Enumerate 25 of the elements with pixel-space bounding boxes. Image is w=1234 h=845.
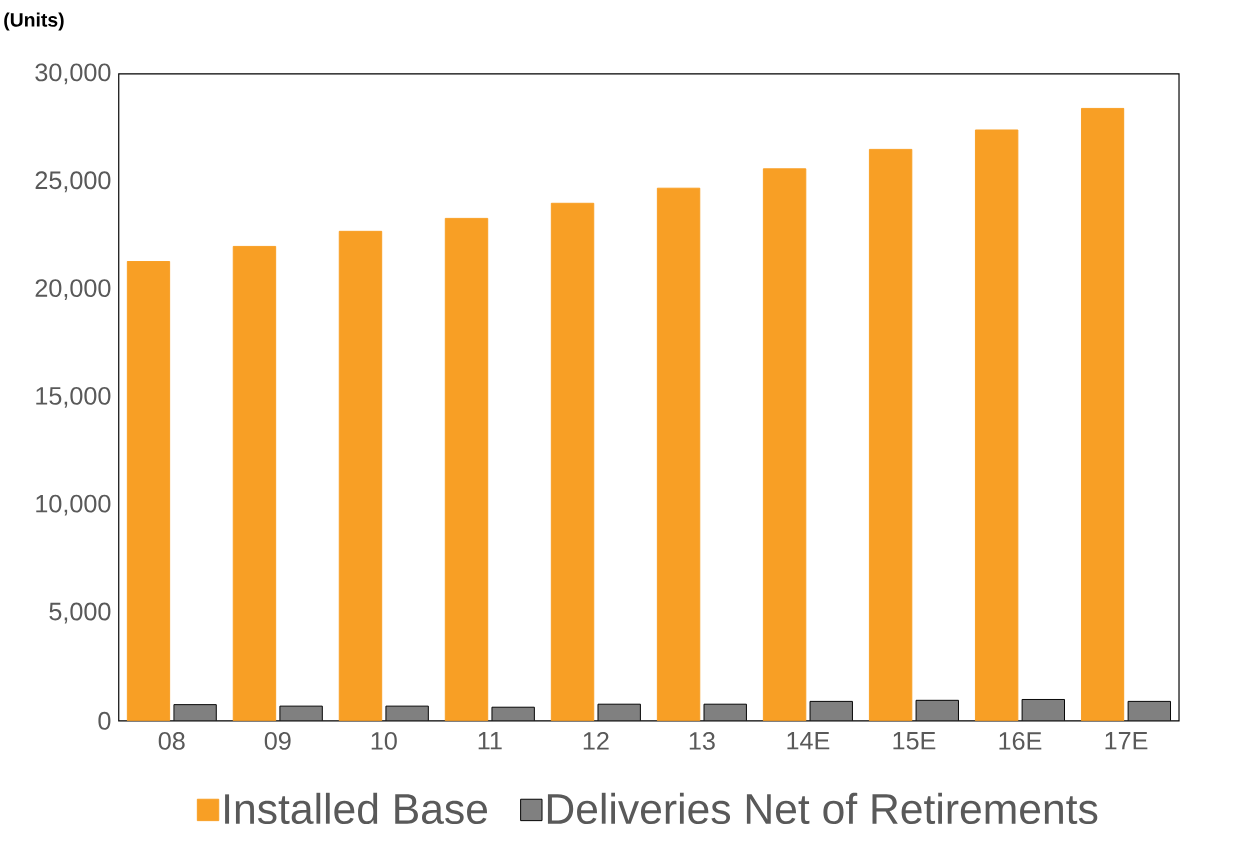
x-tick-label: 17E xyxy=(1105,731,1148,750)
bar xyxy=(173,703,217,721)
y-tick-label: 25,000 xyxy=(35,171,111,192)
y-tick-label: 0 xyxy=(98,711,111,730)
x-tick-label: 08 xyxy=(158,731,185,750)
legend-label: Installed Base xyxy=(225,792,488,824)
x-tick-label: 10 xyxy=(371,731,397,750)
x-tick-label: 14E xyxy=(787,731,830,750)
x-tick-label: 16E xyxy=(999,731,1042,750)
y-tick-label: 5,000 xyxy=(49,602,111,624)
legend-label: Deliveries Net of Retirements xyxy=(547,792,1098,824)
bar xyxy=(915,699,959,721)
x-tick-label: 13 xyxy=(689,731,715,750)
x-tick-label: 15E xyxy=(893,731,936,750)
bar xyxy=(809,700,853,721)
y-tick-label: 20,000 xyxy=(35,278,111,300)
y-axis-title: (Units) xyxy=(4,12,64,31)
x-tick-label: 12 xyxy=(583,731,609,750)
x-tick-label: 11 xyxy=(478,731,502,750)
x-tick-label: 09 xyxy=(264,731,291,750)
bar xyxy=(1127,700,1172,721)
bar xyxy=(1021,698,1065,721)
y-tick-label: 30,000 xyxy=(35,63,111,85)
y-tick-label: 10,000 xyxy=(36,494,111,516)
y-tick-label: 15,000 xyxy=(36,386,111,408)
